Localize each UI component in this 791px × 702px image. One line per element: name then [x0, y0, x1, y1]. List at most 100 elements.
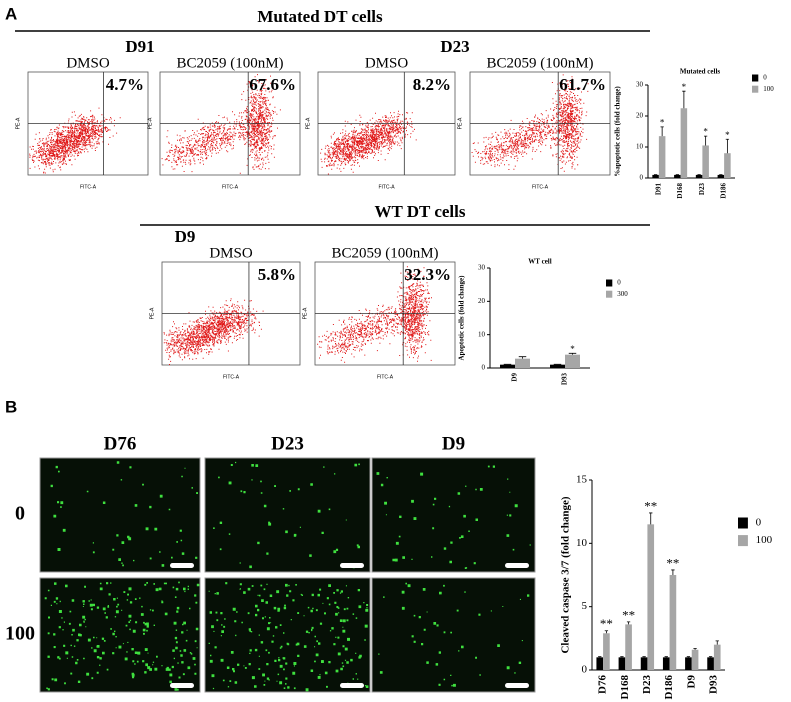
row-label: 100	[5, 623, 35, 645]
error-bar	[715, 640, 719, 645]
bar	[625, 624, 632, 670]
micrograph	[39, 577, 201, 693]
y-tick-label: 5	[582, 600, 588, 612]
micrograph	[204, 457, 371, 573]
micrograph	[39, 457, 201, 573]
bar	[662, 657, 670, 670]
error-bar	[725, 138, 730, 154]
flow-x-label: FITC-A	[222, 184, 239, 190]
legend-swatch	[738, 535, 748, 547]
error-bar	[598, 656, 602, 658]
treatment: DMSO	[365, 55, 409, 71]
x-tick-label: D76	[597, 675, 609, 694]
flow-x-label: FITC-A	[377, 374, 394, 380]
bar	[685, 657, 692, 670]
legend-label: 100	[756, 534, 773, 546]
flow-events	[317, 266, 432, 363]
error-bar	[682, 90, 686, 109]
flow-events	[163, 298, 264, 365]
chart-title: WT cell	[528, 258, 551, 266]
column-label: D76	[104, 433, 137, 454]
panel-label: A	[5, 4, 17, 23]
flow-y-label: PE-A	[305, 117, 311, 129]
x-tick-label: D93	[561, 373, 569, 386]
bar	[515, 358, 530, 368]
flow-x-label: FITC-A	[378, 184, 395, 190]
y-tick-label: 15	[576, 474, 588, 486]
bar	[596, 657, 604, 670]
sample-name: D23	[440, 37, 469, 56]
row-label: 0	[15, 503, 25, 525]
percent: 8.2%	[413, 75, 451, 94]
error-bar	[664, 656, 668, 658]
x-tick-label: D168	[619, 675, 631, 700]
x-tick-label: D23	[698, 183, 706, 196]
treatment: BC2059 (100nM)	[176, 55, 283, 71]
error-bar	[660, 126, 664, 137]
error-bar	[704, 135, 708, 146]
legend-swatch	[606, 279, 613, 287]
y-tick-label: 20	[478, 297, 486, 305]
x-tick-label: D9	[685, 675, 697, 689]
y-tick-label: 10	[478, 330, 486, 338]
bar	[674, 174, 681, 178]
scale-bar	[505, 683, 529, 688]
bar	[669, 575, 677, 670]
bar	[724, 153, 731, 178]
bar	[640, 657, 648, 670]
legend-swatch	[752, 74, 759, 82]
bar	[603, 633, 610, 670]
bar	[550, 364, 565, 368]
error-bar	[708, 656, 713, 658]
bar	[647, 524, 655, 670]
error-bar	[649, 512, 653, 525]
bar	[618, 657, 626, 670]
percent: 67.6%	[249, 75, 296, 94]
treatment: BC2059 (100nM)	[486, 55, 593, 71]
y-tick-label: 10	[636, 143, 644, 151]
bar	[500, 364, 515, 368]
flow-events	[161, 74, 281, 174]
y-axis-label: %apoptotic cells (fold change)	[614, 86, 622, 177]
y-tick-label: 20	[636, 112, 644, 120]
error-bar	[568, 352, 577, 355]
significance: *	[570, 344, 575, 354]
percent: 61.7%	[559, 75, 606, 94]
y-axis-label: Cleaved caspase 3/7 (fold change)	[560, 496, 572, 653]
bar	[652, 174, 659, 178]
bar	[565, 354, 580, 368]
bar	[702, 145, 709, 178]
x-tick-label: D93	[707, 675, 719, 694]
significance: **	[622, 607, 635, 622]
sample-name: D9	[175, 227, 196, 246]
legend-label: 0	[756, 517, 762, 529]
heading: Mutated DT cells	[257, 7, 383, 26]
percent: 32.3%	[404, 265, 451, 284]
flow-y-label: PE-A	[149, 307, 155, 319]
flow-y-label: PE-A	[302, 307, 308, 319]
x-tick-label: D186	[663, 675, 675, 700]
x-tick-label: D168	[676, 183, 684, 199]
legend-label: 300	[617, 290, 628, 298]
x-tick-label: D9	[511, 373, 519, 382]
x-tick-label: D186	[720, 183, 728, 199]
scale-bar	[505, 563, 529, 568]
significance: **	[666, 555, 679, 570]
flow-x-label: FITC-A	[80, 184, 97, 190]
treatment: DMSO	[209, 245, 253, 261]
bar	[713, 644, 721, 670]
error-bar	[620, 656, 624, 658]
scale-bar	[340, 683, 364, 688]
percent: 4.7%	[106, 75, 144, 94]
flow-events	[29, 107, 121, 174]
sample-name: D91	[125, 37, 154, 56]
bar	[680, 108, 688, 178]
y-axis-label: Apoptotic cells (fold change)	[458, 275, 466, 361]
x-tick-label: D23	[641, 675, 653, 694]
heading: WT DT cells	[375, 202, 466, 221]
flow-y-label: PE-A	[15, 117, 21, 129]
cells	[208, 582, 369, 692]
scale-bar	[340, 563, 364, 568]
y-tick-label: 0	[640, 174, 644, 182]
